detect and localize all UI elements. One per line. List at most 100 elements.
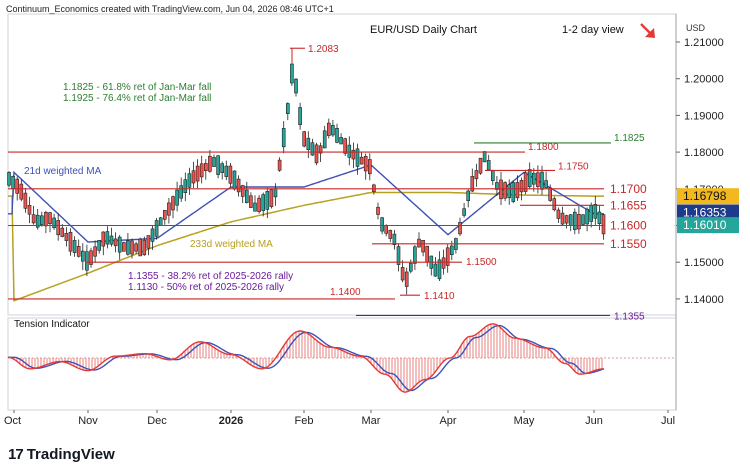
candle-body	[527, 169, 532, 188]
candle-body	[199, 163, 204, 178]
candle-body	[515, 182, 520, 199]
candle	[265, 187, 270, 219]
candle	[85, 244, 89, 276]
candle-body	[249, 195, 253, 208]
candle	[335, 123, 339, 144]
candle	[249, 192, 253, 208]
candle-body	[540, 171, 544, 190]
candle-body	[261, 194, 266, 211]
candle	[163, 210, 167, 225]
candle	[306, 131, 311, 159]
candle-body	[331, 125, 335, 136]
candle-body	[183, 179, 188, 193]
candle-body	[52, 217, 56, 228]
candle	[437, 251, 442, 281]
annotation-text: 1.1130 - 50% ret of 2025-2026 rally	[128, 282, 284, 293]
candle-body	[212, 157, 216, 167]
candle	[388, 229, 393, 243]
candle	[294, 78, 298, 97]
candle-body	[376, 206, 380, 215]
candle	[113, 232, 118, 253]
candle-body	[48, 212, 52, 225]
candle	[76, 239, 81, 258]
candle-body	[433, 263, 438, 277]
level-label: 1.1800	[528, 142, 559, 153]
candle	[392, 229, 397, 250]
candle-body	[191, 170, 196, 184]
candle-body	[179, 185, 183, 199]
candle	[19, 179, 24, 202]
candle-body	[404, 271, 409, 287]
candle	[511, 180, 516, 204]
candle-body	[523, 172, 528, 192]
candle-body	[347, 144, 352, 158]
candle-body	[392, 233, 397, 246]
candle-body	[339, 137, 343, 145]
support-resistance-levels: 1.1825 1.1800 1.1750 1.1700 1.1655 1.1600 1.15…	[8, 44, 647, 322]
annotations: 1.1825 - 61.8% ret of Jan-Mar fall1.1925…	[24, 82, 293, 293]
candle-body	[113, 238, 118, 247]
candle	[302, 130, 307, 148]
candle-body	[396, 246, 401, 265]
candle	[367, 153, 372, 181]
candle	[347, 136, 352, 166]
candle-body	[343, 138, 348, 154]
candle	[175, 181, 179, 212]
x-tick-label: Oct	[4, 415, 21, 427]
candle-body	[363, 156, 368, 172]
candle	[314, 142, 319, 166]
candle	[191, 161, 196, 189]
candle-body	[413, 246, 417, 264]
candle-body	[257, 197, 261, 212]
candle	[109, 227, 114, 247]
x-tick-label: Jun	[585, 415, 603, 427]
annotation-text: 233d weighted MA	[190, 239, 273, 250]
candle	[556, 207, 561, 223]
candle	[564, 214, 569, 229]
level-label: 1.2083	[308, 44, 339, 55]
candle	[515, 175, 520, 201]
candle	[343, 137, 348, 156]
candle-body	[195, 165, 200, 182]
candle-body	[326, 122, 331, 136]
candle-body	[294, 78, 298, 94]
candle	[224, 160, 229, 181]
tradingview-logo[interactable]: 17 TradingView	[8, 446, 115, 463]
candle	[23, 187, 28, 213]
candle	[97, 240, 101, 254]
candle-body	[458, 222, 462, 235]
candle	[277, 157, 282, 172]
candle-body	[367, 159, 372, 175]
candle	[134, 241, 138, 254]
candle	[126, 233, 130, 256]
candle	[281, 121, 286, 154]
candle-body	[126, 240, 130, 255]
candle-body	[441, 257, 446, 269]
candle-body	[437, 259, 442, 280]
level-label: 1.1500	[466, 257, 497, 268]
candle	[48, 211, 52, 233]
candle-body	[359, 156, 364, 165]
candle	[220, 161, 224, 180]
candle	[146, 235, 151, 256]
candle	[212, 154, 216, 167]
level-label: 1.1400	[330, 287, 361, 298]
candle	[351, 142, 356, 169]
candle-body	[23, 192, 28, 209]
candle-body	[11, 176, 15, 189]
annotation-text: 1.1825 - 61.8% ret of Jan-Mar fall	[63, 82, 211, 93]
price-tag-bg	[677, 217, 739, 234]
candle-body	[85, 251, 89, 271]
candle	[322, 125, 327, 149]
candle	[52, 213, 56, 230]
candle-body	[285, 103, 290, 114]
price-tag-label: 1.16010	[683, 218, 727, 232]
x-tick-label: Nov	[78, 415, 98, 427]
candle	[544, 171, 548, 189]
level-label: 1.1750	[558, 161, 589, 172]
candle-body	[265, 191, 270, 210]
candle-body	[577, 214, 581, 230]
candle-body	[187, 173, 192, 188]
candle-body	[384, 225, 389, 234]
candle-body	[109, 235, 114, 245]
